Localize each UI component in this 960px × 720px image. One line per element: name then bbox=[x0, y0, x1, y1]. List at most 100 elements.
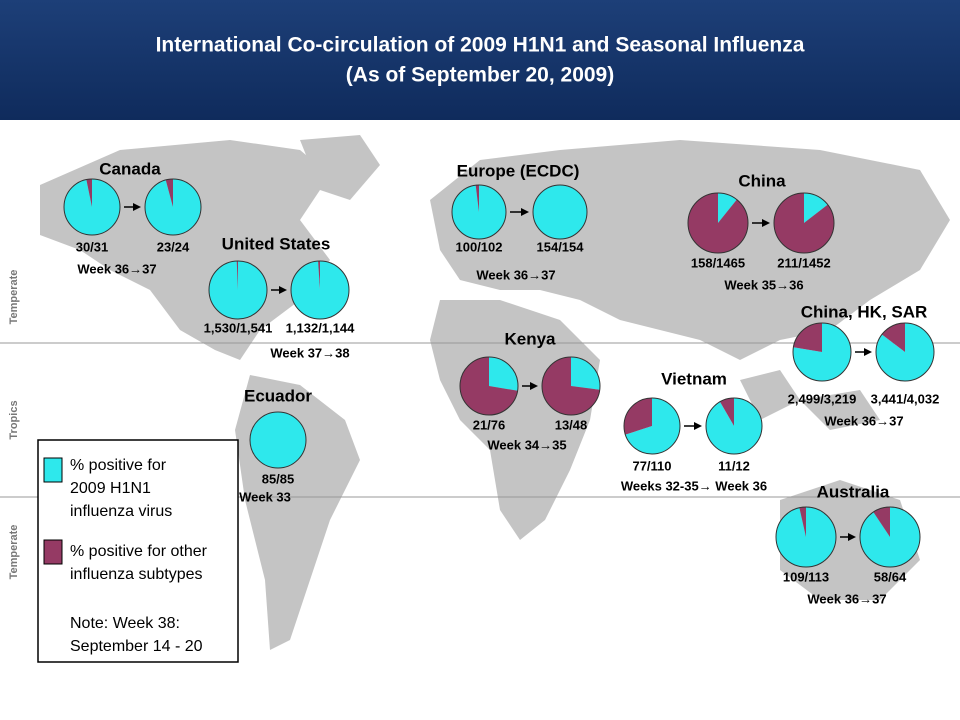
arrow-head bbox=[694, 422, 702, 430]
pie-label: 23/24 bbox=[157, 239, 190, 254]
arrow-head bbox=[133, 203, 141, 211]
region-name: United States bbox=[222, 234, 331, 253]
region-name: Europe (ECDC) bbox=[457, 161, 580, 180]
pie-slice-other bbox=[475, 185, 479, 212]
title-line: (As of September 20, 2009) bbox=[346, 64, 614, 87]
pie-slice-h1n1 bbox=[489, 357, 518, 391]
zone-label: Temperate bbox=[8, 525, 20, 580]
pie-outline bbox=[249, 411, 307, 469]
week-label: Week 36→37 bbox=[807, 591, 886, 606]
pie-label: 3,441/4,032 bbox=[871, 391, 940, 406]
pie-label: 30/31 bbox=[76, 239, 109, 254]
pie-label: 77/110 bbox=[632, 458, 671, 473]
region-pies: Canada Week 36→37 30/31 23/24 Europe (ECDC) W… bbox=[63, 159, 940, 606]
arrow-head bbox=[762, 219, 770, 227]
legend-note: Note: Week 38: bbox=[70, 615, 180, 632]
pie-outline bbox=[859, 506, 921, 568]
week-label: Week 36→37 bbox=[77, 261, 156, 276]
pie-label: 100/102 bbox=[456, 239, 503, 254]
pie-slice-h1n1 bbox=[144, 179, 201, 236]
region-name: Vietnam bbox=[661, 369, 727, 388]
pie-slice-other bbox=[165, 179, 173, 207]
week-label: Week 33 bbox=[239, 489, 291, 504]
pie-slice-h1n1 bbox=[571, 357, 600, 390]
pie-slice-other bbox=[873, 507, 890, 537]
pie-slice-h1n1 bbox=[625, 398, 680, 455]
pie-slice-other bbox=[799, 507, 806, 537]
pie-outline bbox=[687, 192, 749, 254]
pie-slice-other bbox=[624, 398, 652, 435]
pie-label: 158/1465 bbox=[691, 255, 745, 270]
region-name: Ecuador bbox=[244, 386, 312, 405]
pie-outline bbox=[63, 178, 121, 236]
pie-outline bbox=[532, 184, 588, 240]
week-label: Weeks 32-35→ Week 36 bbox=[621, 478, 767, 493]
zone-label: Temperate bbox=[8, 270, 20, 325]
pie-slice-other bbox=[774, 193, 834, 254]
pie-slice-h1n1 bbox=[250, 412, 306, 468]
legend-text: % positive for bbox=[70, 457, 167, 474]
pie-slice-h1n1 bbox=[804, 193, 828, 223]
greenland bbox=[300, 135, 380, 200]
pie-outline bbox=[705, 397, 763, 455]
pie-outline bbox=[290, 260, 350, 320]
pie-slice-h1n1 bbox=[718, 193, 737, 223]
legend-text: 2009 H1N1 bbox=[70, 480, 151, 497]
pie-label: 58/64 bbox=[874, 569, 907, 584]
pie-outline bbox=[541, 356, 601, 416]
pie-outline bbox=[875, 322, 935, 382]
pie-label: 11/12 bbox=[718, 458, 750, 473]
region-name: Canada bbox=[99, 159, 161, 178]
pie-outline bbox=[144, 178, 202, 236]
pie-slice-other bbox=[720, 398, 734, 426]
pie-slice-other bbox=[541, 357, 600, 415]
week-label: Week 34→35 bbox=[487, 437, 566, 452]
islands bbox=[740, 370, 880, 430]
header-bar bbox=[0, 0, 960, 120]
pie-outline bbox=[792, 322, 852, 382]
pie-label: 13/48 bbox=[555, 417, 588, 432]
pie-slice-other bbox=[688, 193, 749, 253]
pie-slice-h1n1 bbox=[209, 261, 268, 319]
week-label: Week 36→37 bbox=[476, 267, 555, 282]
region-name: China, HK, SAR bbox=[801, 302, 928, 321]
pie-slice-other bbox=[881, 323, 905, 352]
pie-slice-h1n1 bbox=[533, 185, 587, 239]
pie-label: 21/76 bbox=[473, 417, 506, 432]
legend-text: % positive for other bbox=[70, 543, 208, 560]
week-label: Week 37→38 bbox=[270, 345, 349, 360]
legend-box bbox=[37, 439, 239, 663]
region-name: China bbox=[738, 171, 786, 190]
pie-label: 154/154 bbox=[537, 239, 585, 254]
week-label: Week 36→37 bbox=[824, 413, 903, 428]
region-name: Kenya bbox=[504, 329, 556, 348]
pie-label: 211/1452 bbox=[777, 255, 831, 270]
pie-outline bbox=[208, 260, 268, 320]
pie-slice-other bbox=[86, 179, 92, 207]
legend-text: influenza subtypes bbox=[70, 566, 203, 583]
pie-outline bbox=[773, 192, 835, 254]
legend-swatch bbox=[43, 539, 63, 565]
pie-label: 1,530/1,541 bbox=[204, 320, 273, 335]
arrow-head bbox=[530, 382, 538, 390]
pie-slice-h1n1 bbox=[290, 261, 349, 319]
pie-slice-other bbox=[793, 323, 822, 352]
pie-outline bbox=[775, 506, 837, 568]
pie-outline bbox=[459, 356, 519, 416]
arrow-head bbox=[521, 208, 529, 216]
legend-text: influenza virus bbox=[70, 503, 172, 520]
pie-slice-other bbox=[318, 261, 320, 290]
pie-label: 85/85 bbox=[262, 471, 295, 486]
pie-slice-h1n1 bbox=[64, 179, 121, 235]
zone-label: Tropics bbox=[8, 400, 20, 439]
arrow-head bbox=[279, 286, 287, 294]
pie-label: 2,499/3,219 bbox=[788, 391, 857, 406]
legend-note: September 14 - 20 bbox=[70, 638, 203, 655]
pie-slice-other bbox=[460, 357, 518, 415]
arrow-head bbox=[864, 348, 872, 356]
region-name: Australia bbox=[817, 482, 890, 501]
week-label: Week 35→36 bbox=[724, 277, 803, 292]
pie-label: 1,132/1,144 bbox=[286, 320, 355, 335]
legend-swatch bbox=[43, 457, 63, 483]
